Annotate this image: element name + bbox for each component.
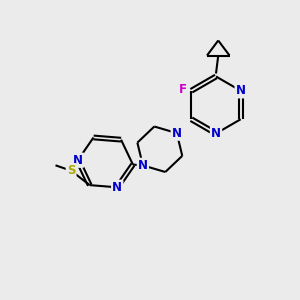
Text: N: N [211,127,221,140]
Text: S: S [67,164,75,177]
Text: N: N [112,181,122,194]
Text: N: N [236,84,246,97]
Text: N: N [73,154,83,167]
Text: N: N [172,127,182,140]
Text: N: N [138,159,148,172]
Text: F: F [179,83,187,96]
